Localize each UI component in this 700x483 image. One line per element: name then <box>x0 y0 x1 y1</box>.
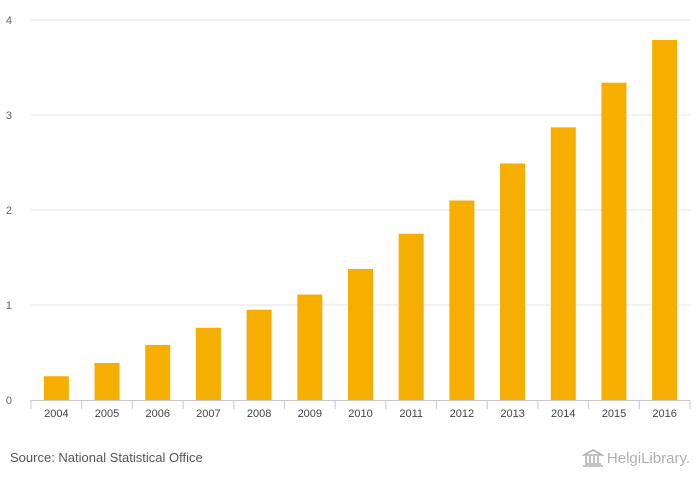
library-building-icon <box>581 449 604 467</box>
x-tick-label: 2006 <box>145 408 169 420</box>
bar-2006 <box>145 344 171 400</box>
bar-chart: 0 1 2 3 4 2004 2005 2006 2007 2008 2009 2010 2011 201… <box>6 15 691 420</box>
source-note: Source: National Statistical Office <box>10 450 203 465</box>
x-tick-label: 2015 <box>602 408 626 420</box>
x-tick-label: 2016 <box>652 408 676 420</box>
bar-2014 <box>550 127 576 400</box>
x-tick-label: 2009 <box>298 408 322 420</box>
x-tick-label: 2014 <box>551 408 575 420</box>
x-tick-label: 2005 <box>95 408 119 420</box>
x-tick-label: 2007 <box>196 408 220 420</box>
bar-2008 <box>246 309 272 400</box>
x-tick-label: 2008 <box>247 408 271 420</box>
y-tick-label: 1 <box>6 300 12 312</box>
y-tick-label: 4 <box>6 15 12 27</box>
bar-2015 <box>601 82 627 400</box>
x-tick-label: 2011 <box>399 408 423 420</box>
logo-text: HelgiLibrary. <box>606 449 690 467</box>
bar-2010 <box>348 268 373 400</box>
bar-2007 <box>195 327 221 400</box>
y-tick-label: 0 <box>6 395 12 407</box>
bar-2011 <box>398 233 424 400</box>
bar-2013 <box>500 163 526 400</box>
bar-2009 <box>297 294 323 400</box>
helgilibrary-logo[interactable]: HelgiLibrary. <box>581 449 690 467</box>
bar-2005 <box>94 362 120 400</box>
bar-2016 <box>652 39 678 400</box>
y-tick-label: 2 <box>6 205 12 217</box>
x-tick-label: 2004 <box>44 408 68 420</box>
y-tick-label: 3 <box>6 110 12 122</box>
x-tick-label: 2013 <box>500 408 524 420</box>
x-tick-label: 2010 <box>348 408 372 420</box>
bar-2012 <box>449 200 475 400</box>
bar-2004 <box>43 376 69 400</box>
x-tick-label: 2012 <box>450 408 474 420</box>
